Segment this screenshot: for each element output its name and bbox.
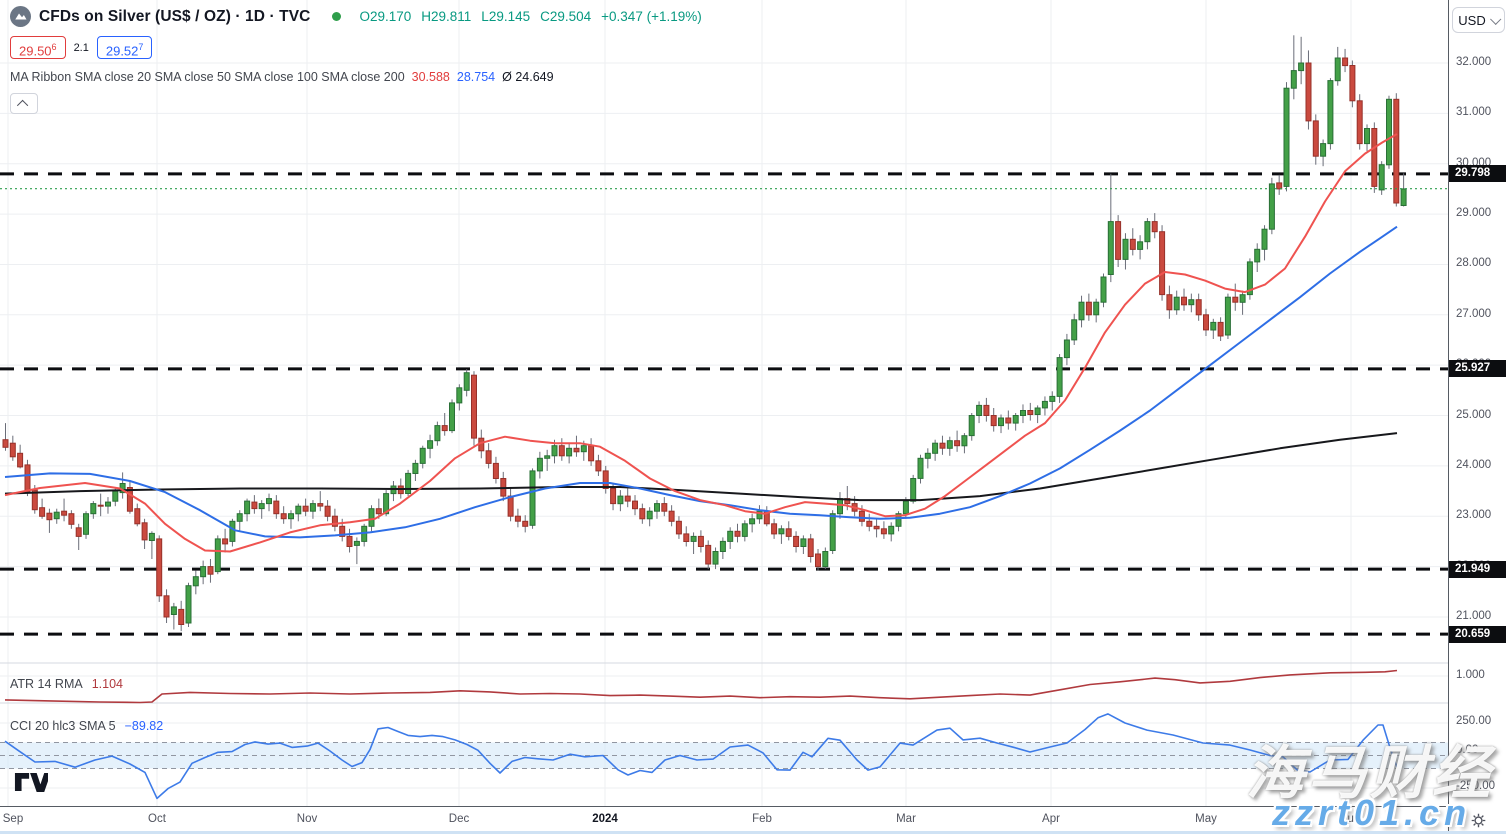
- ma-ribbon-label: MA Ribbon SMA close 20 SMA close 50 SMA …: [10, 70, 405, 84]
- symbol-logo-icon: [10, 6, 31, 27]
- time-axis-label: Sep: [2, 813, 24, 825]
- cci-axis-label: 0.00: [1456, 744, 1479, 756]
- price-axis-label: 29.000: [1456, 207, 1492, 220]
- buy-button[interactable]: 29.527: [96, 36, 153, 59]
- price-axis-label: 32.000: [1456, 56, 1492, 68]
- chart-canvas[interactable]: [0, 0, 1448, 806]
- price-level-label: 21.949: [1449, 560, 1506, 578]
- price-axis-label: 21.000: [1456, 609, 1492, 622]
- currency-label: USD: [1458, 12, 1486, 28]
- price-axis-label: 27.000: [1456, 307, 1492, 320]
- market-status-icon[interactable]: [332, 12, 342, 21]
- atr-line: [4, 669, 1398, 704]
- price-axis-label: 23.000: [1456, 509, 1492, 522]
- cci-axis-label: -250.00: [1456, 780, 1496, 792]
- ohlc-values: O29.170 H29.811 L29.145 C29.504 +0.347 (…: [359, 9, 702, 24]
- time-axis-label: 2024: [592, 813, 618, 825]
- cci-label: CCI 20 hlc3 SMA 5: [10, 719, 116, 733]
- cci-line: [4, 713, 1398, 800]
- atr-label: ATR 14 RMA: [10, 677, 83, 691]
- price-axis-label: 31.000: [1456, 106, 1492, 119]
- time-axis-label: Feb: [752, 813, 772, 825]
- atr-axis-label: 1.000: [1456, 669, 1485, 681]
- price-axis-label: 24.000: [1456, 458, 1492, 471]
- time-axis-label: Mar: [896, 813, 916, 825]
- sell-button[interactable]: 29.506: [10, 36, 66, 59]
- bottom-edge-strip: [0, 831, 1506, 834]
- candles: [2, 35, 1407, 632]
- price-level-label: 25.927: [1449, 360, 1506, 378]
- ma-ribbon-sma20-value: 30.588: [411, 70, 450, 84]
- currency-selector-button[interactable]: USD: [1452, 7, 1505, 33]
- time-axis-label: May: [1195, 813, 1217, 825]
- time-axis-label: Apr: [1042, 813, 1060, 825]
- gear-icon[interactable]: [1470, 812, 1487, 829]
- price-level-label: 20.659: [1449, 625, 1506, 643]
- tradingview-logo[interactable]: [14, 772, 48, 793]
- time-axis[interactable]: Sep Oct Nov Dec 2024 Feb Mar Apr May Jun: [0, 806, 1506, 834]
- cci-axis-label: 250.00: [1456, 715, 1492, 727]
- time-axis-label: Jun: [1341, 813, 1361, 825]
- chart-header: CFDs on Silver (US$ / OZ) · 1D · TVC O29…: [10, 6, 702, 114]
- collapse-legend-button[interactable]: [10, 93, 38, 114]
- sma-20-line: [4, 133, 1398, 553]
- ma-ribbon-avg-value: Ø 24.649: [502, 70, 554, 84]
- time-axis-label: Dec: [448, 813, 470, 825]
- symbol-title[interactable]: CFDs on Silver (US$ / OZ) · 1D · TVC: [39, 7, 311, 25]
- atr-legend[interactable]: ATR 14 RMA 1.104: [10, 677, 123, 691]
- change-value: +0.347 (+1.19%): [601, 9, 702, 24]
- cci-value: −89.82: [124, 719, 164, 733]
- chevron-up-icon: [16, 99, 29, 111]
- spread-value: 2.1: [73, 41, 89, 54]
- cci-legend[interactable]: CCI 20 hlc3 SMA 5 −89.82: [10, 719, 163, 733]
- atr-value: 1.104: [91, 677, 123, 691]
- price-axis[interactable]: USD 32.000 31.000 30.000 29.000 28.000 27.000…: [1448, 0, 1506, 806]
- price-axis-label: 25.000: [1456, 408, 1492, 421]
- ma-ribbon-legend[interactable]: MA Ribbon SMA close 20 SMA close 50 SMA …: [10, 70, 702, 84]
- sma-200-line: [4, 432, 1398, 502]
- price-axis-label: 28.000: [1456, 257, 1492, 270]
- chevron-down-icon: [1489, 13, 1502, 25]
- time-axis-label: Oct: [148, 813, 166, 825]
- axis-settings-corner[interactable]: [1448, 806, 1506, 834]
- time-axis-label: Nov: [296, 813, 318, 825]
- ma-ribbon-sma50-value: 28.754: [456, 70, 496, 84]
- price-level-label: 29.798: [1449, 165, 1506, 183]
